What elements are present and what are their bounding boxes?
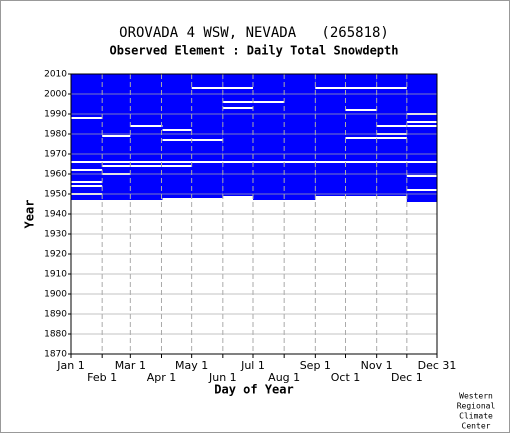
missing-data bbox=[71, 181, 103, 183]
x-tick-label: Oct 1 bbox=[331, 371, 361, 384]
missing-data bbox=[315, 87, 407, 89]
y-tick-label: 1910 bbox=[44, 270, 67, 280]
missing-data bbox=[191, 87, 253, 89]
missing-data bbox=[71, 169, 103, 171]
y-tick-label: 1940 bbox=[44, 210, 67, 220]
coverage-block bbox=[222, 74, 253, 196]
missing-data bbox=[130, 125, 163, 127]
x-tick-label: Mar 1 bbox=[115, 359, 146, 372]
credit: Center bbox=[462, 422, 491, 431]
missing-data bbox=[71, 185, 103, 187]
missing-data bbox=[102, 135, 131, 137]
missing-data bbox=[222, 107, 253, 109]
chart-title: OROVADA 4 WSW, NEVADA (265818) bbox=[119, 25, 389, 41]
y-tick-label: 1900 bbox=[44, 290, 67, 300]
x-tick-label: Dec 1 bbox=[391, 371, 423, 384]
x-tick-label: Aug 1 bbox=[268, 371, 300, 384]
y-tick-label: 1920 bbox=[44, 250, 67, 260]
credit: Climate bbox=[459, 412, 493, 421]
y-tick-label: 1980 bbox=[44, 130, 67, 140]
y-tick-label: 1990 bbox=[44, 110, 67, 120]
missing-data bbox=[345, 109, 377, 111]
missing-data bbox=[345, 137, 407, 139]
missing-data bbox=[406, 121, 437, 123]
coverage-block bbox=[406, 74, 437, 202]
y-tick-label: 1890 bbox=[44, 310, 67, 320]
y-tick-label: 1880 bbox=[44, 330, 67, 340]
missing-data bbox=[162, 129, 192, 131]
y-axis-label: Year bbox=[23, 200, 37, 229]
y-tick-label: 1950 bbox=[44, 190, 67, 200]
missing-data bbox=[406, 175, 437, 177]
x-tick-label: Feb 1 bbox=[87, 371, 117, 384]
credit: Western bbox=[459, 392, 493, 401]
y-tick-label: 1930 bbox=[44, 230, 67, 240]
x-tick-label: May 1 bbox=[175, 359, 208, 372]
coverage-block bbox=[162, 74, 223, 198]
y-tick-label: 1960 bbox=[44, 170, 67, 180]
missing-data bbox=[71, 161, 437, 163]
x-tick-label: Jul 1 bbox=[240, 359, 265, 372]
plot-border bbox=[70, 73, 438, 355]
coverage-block bbox=[315, 74, 377, 196]
missing-data bbox=[102, 165, 192, 167]
y-tick-label: 1870 bbox=[44, 350, 67, 360]
missing-data bbox=[162, 139, 223, 141]
x-tick-label: Jan 1 bbox=[56, 359, 84, 372]
x-axis-label: Day of Year bbox=[214, 383, 293, 397]
missing-data bbox=[71, 117, 103, 119]
y-tick-label: 2010 bbox=[44, 70, 67, 80]
y-tick-label: 1970 bbox=[44, 150, 67, 160]
x-tick-label: Sep 1 bbox=[300, 359, 331, 372]
credit: Regional bbox=[457, 402, 496, 411]
missing-data bbox=[222, 101, 285, 103]
x-tick-label: Jun 1 bbox=[208, 371, 237, 384]
chart-subtitle: Observed Element : Daily Total Snowdepth bbox=[110, 44, 399, 58]
y-tick-label: 2000 bbox=[44, 90, 67, 100]
x-tick-label: Dec 31 bbox=[418, 359, 457, 372]
x-tick-label: Nov 1 bbox=[361, 359, 393, 372]
x-tick-label: Apr 1 bbox=[147, 371, 177, 384]
missing-data bbox=[406, 189, 437, 191]
